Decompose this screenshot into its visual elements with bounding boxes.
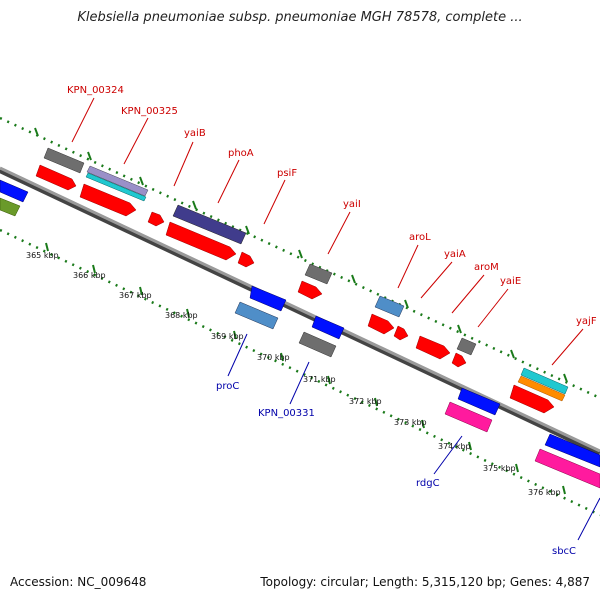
gene-label-aroM[interactable]: aroM	[474, 262, 499, 273]
reverse-leaders	[227, 333, 600, 541]
tick-label: 372 kbp	[349, 397, 382, 406]
gene-label-yaiA[interactable]: yaiA	[444, 249, 466, 260]
inner-tick-track	[0, 228, 600, 517]
gene-yaiB[interactable]	[147, 211, 165, 227]
tick-label: 373 kbp	[394, 418, 427, 427]
tick-label: 367 kbp	[119, 291, 152, 300]
tick-label: 370 kbp	[257, 353, 290, 362]
forward-features	[35, 147, 569, 414]
gene-label-sbcC[interactable]: sbcC	[552, 546, 576, 557]
outer-major-ticks	[34, 127, 568, 383]
gene-yajF[interactable]	[509, 367, 569, 414]
tick-label: 376 kbp	[528, 488, 561, 497]
forward-labels: KPN_00324 KPN_00325 yaiB phoA psiF yaiI …	[67, 85, 597, 327]
tick-label: 365 kbp	[26, 251, 59, 260]
gene-label-yaiE[interactable]: yaiE	[500, 276, 521, 287]
gene-label-proC[interactable]: proC	[216, 381, 239, 392]
gene-KPN_00331[interactable]	[298, 315, 345, 358]
gene-rdgC[interactable]	[444, 387, 501, 433]
gene-label-psiF[interactable]: psiF	[277, 168, 297, 179]
gene-aroL[interactable]	[367, 295, 405, 335]
map-title: Klebsiella pneumoniae subsp. pneumoniae …	[77, 10, 523, 25]
gene-label-yaiI[interactable]: yaiI	[343, 199, 361, 210]
gene-label-KPN_00324[interactable]: KPN_00324	[67, 85, 124, 96]
backbone-shadow	[0, 167, 600, 456]
gene-phoA[interactable]	[165, 204, 247, 261]
gene-label-aroL[interactable]: aroL	[409, 232, 431, 243]
gene-KPN_00325[interactable]	[79, 165, 149, 217]
gene-yaiE[interactable]	[451, 337, 477, 368]
gene-sbcC[interactable]	[534, 433, 600, 489]
tick-label: 369 kbp	[211, 332, 244, 341]
tick-label: 368 kbp	[165, 311, 198, 320]
topology-text: Topology: circular; Length: 5,315,120 bp…	[260, 575, 590, 589]
gene-proC[interactable]	[234, 285, 287, 330]
gene-aroM[interactable]	[415, 335, 451, 360]
gene-label-KPN_00331[interactable]: KPN_00331	[258, 408, 315, 419]
gene-KPN_00324[interactable]	[35, 147, 85, 191]
tick-label: 371 kbp	[303, 375, 336, 384]
reverse-features	[0, 179, 600, 489]
accession-text: Accession: NC_009648	[10, 575, 147, 589]
gene-left-blue[interactable]	[0, 179, 29, 217]
tick-label: 366 kbp	[73, 271, 106, 280]
gene-label-KPN_00325[interactable]: KPN_00325	[121, 106, 178, 117]
gene-psiF[interactable]	[237, 251, 255, 268]
gene-yaiA[interactable]	[393, 325, 409, 341]
gene-label-rdgC[interactable]: rdgC	[416, 478, 440, 489]
gene-label-phoA[interactable]: phoA	[228, 148, 254, 159]
inner-major-ticks	[45, 242, 566, 495]
gene-label-yaiB[interactable]: yaiB	[184, 128, 206, 139]
forward-leaders	[71, 97, 584, 366]
gene-yaiI[interactable]	[297, 263, 333, 300]
reverse-labels: proC KPN_00331 rdgC sbcC	[216, 381, 576, 557]
tick-label: 375 kbp	[483, 464, 516, 473]
gene-label-yajF[interactable]: yajF	[576, 316, 597, 327]
